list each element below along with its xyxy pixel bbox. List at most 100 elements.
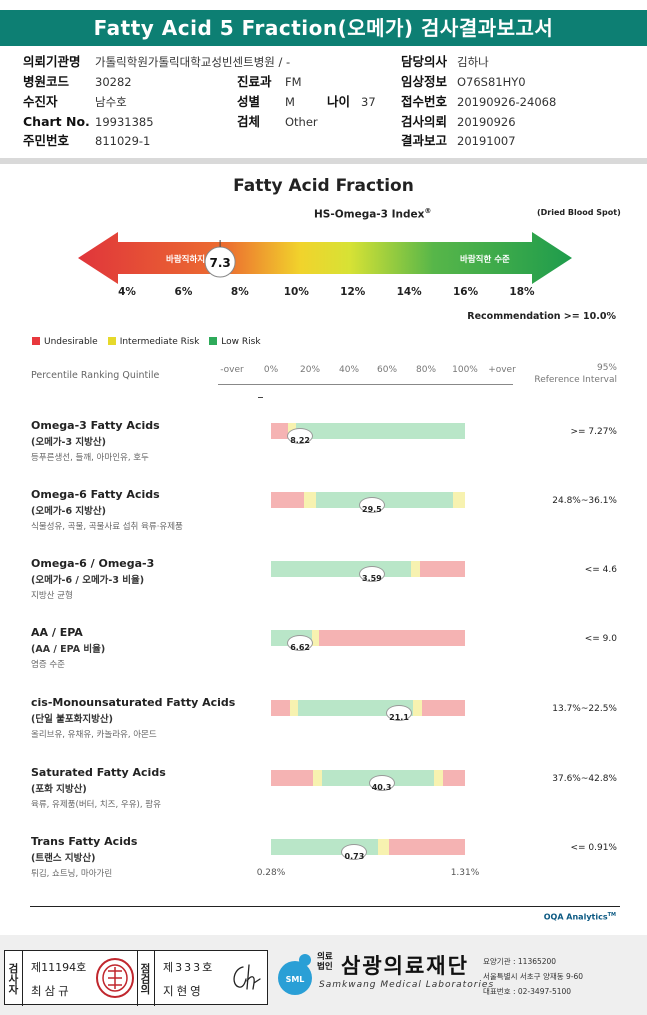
- specimen-value: Other: [285, 115, 318, 129]
- arrow-tick-label: 14%: [396, 286, 422, 298]
- patient-label: 수진자: [23, 94, 58, 109]
- item-name: Omega-6 Fatty Acids: [31, 488, 160, 501]
- range-segment-yellow: [290, 700, 299, 716]
- fatty-acid-item: Trans Fatty Acids (트랜스 지방산) 튀김, 쇼트닝, 마아가린 <…: [0, 835, 647, 895]
- value-marker: 29.5: [358, 497, 385, 514]
- legend-item: Low Risk: [209, 337, 261, 347]
- scale-point: 100%: [452, 365, 478, 375]
- item-description: 튀김, 쇼트닝, 마아가린: [31, 869, 113, 879]
- range-segment-yellow: [303, 492, 316, 508]
- specimen-label: 검체: [237, 114, 261, 129]
- item-name: Trans Fatty Acids: [31, 835, 138, 848]
- svg-text:SML: SML: [286, 975, 305, 984]
- doctor-value: 김하나: [457, 55, 489, 69]
- legend: Undesirable Intermediate Risk Low Risk: [32, 337, 261, 347]
- arrow-ticks: 4% 6% 8% 10% 12% 14% 16% 18%: [0, 286, 647, 300]
- hs-index-marker: 7.3: [204, 240, 236, 278]
- legend-label: Intermediate Risk: [119, 337, 200, 347]
- department-value: FM: [285, 75, 302, 89]
- chart-label: Chart No.: [23, 114, 90, 129]
- dash-mark: [258, 397, 263, 398]
- omega3-index-arrow: 바람직하지 않은 바람직한 수준 7.3: [78, 232, 572, 284]
- range-segment-yellow: [313, 770, 323, 786]
- request-date-label: 검사의뢰: [401, 114, 448, 129]
- request-date-value: 20190926: [457, 115, 516, 129]
- age-label: 나이: [327, 94, 351, 109]
- fatty-acid-item: cis-Monounsaturated Fatty Acids (단일 불포화지방…: [0, 696, 647, 756]
- reference-interval-header: 95% Reference Interval: [534, 363, 617, 385]
- legend-swatch: [209, 337, 218, 345]
- scale-point: 80%: [415, 365, 437, 375]
- scale-point: -over: [220, 365, 244, 375]
- item-subtitle: (오메가-6 / 오메가-3 비율): [31, 575, 145, 586]
- sml-logo-icon: SML: [278, 954, 312, 995]
- scale-header: Percentile Ranking Quintile -over 0% 20% 40…: [0, 362, 647, 392]
- value-marker: 40.3: [368, 775, 395, 792]
- item-reference-interval: >= 7.27%: [570, 427, 617, 437]
- reviewer-number: 제333호: [163, 961, 215, 974]
- item-subtitle: (오메가-3 지방산): [31, 437, 106, 448]
- sex-label: 성별: [237, 94, 261, 109]
- item-description: 등푸른생선, 들깨, 아마인유, 호두: [31, 453, 149, 463]
- patient-value: 남수호: [95, 95, 127, 109]
- fatty-acid-item: AA / EPA (AA / EPA 비율) 염증 수준 <= 9.0 6.62: [0, 626, 647, 686]
- arrow-tick-label: 18%: [509, 286, 535, 298]
- chart-value: 19931385: [95, 115, 154, 129]
- range-segment-green: [315, 492, 454, 508]
- sex-value: M: [285, 95, 295, 109]
- department-label: 진료과: [237, 74, 272, 89]
- range-bar: 29.5: [271, 492, 465, 514]
- range-segment-red: [443, 770, 465, 786]
- receipt-label: 접수번호: [401, 94, 448, 109]
- divider: [0, 158, 647, 164]
- item-name: Saturated Fatty Acids: [31, 766, 166, 779]
- doctor-label: 담당의사: [401, 54, 448, 69]
- range-segment-red: [271, 423, 289, 439]
- item-reference-interval: 24.8%~36.1%: [552, 496, 617, 506]
- clinical-value: O76S81HY0: [457, 75, 526, 89]
- item-description: 염증 수준: [31, 660, 65, 670]
- legend-swatch: [107, 337, 116, 345]
- examiner-label: 검사자: [5, 951, 23, 1006]
- scale-point: 40%: [338, 365, 360, 375]
- age-value: 37: [361, 95, 376, 109]
- arrow-right-label: 바람직한 수준: [460, 254, 510, 265]
- range-segment-red: [389, 839, 465, 855]
- lab-organization: SML 의료 법인 삼광의료재단 Samkwang Medical Labora…: [271, 948, 643, 1008]
- value-marker: 0.73: [341, 844, 368, 861]
- reviewer-name: 지현영: [163, 984, 204, 998]
- recommendation: Recommendation >= 10.0%: [467, 311, 616, 322]
- scale-point: 0%: [263, 365, 279, 375]
- range-segment-red: [319, 630, 465, 646]
- legend-item: Intermediate Risk: [107, 337, 200, 347]
- fatty-acid-item: Omega-3 Fatty Acids (오메가-3 지방산) 등푸른생선, 들깨,…: [0, 419, 647, 479]
- arrow-left-label: 바람직하지 않은: [166, 254, 224, 265]
- fatty-acid-item: Omega-6 Fatty Acids (오메가-6 지방산) 식물성유, 곡물, …: [0, 488, 647, 548]
- value-marker: 6.62: [287, 635, 314, 652]
- item-subtitle: (포화 지방산): [31, 784, 87, 795]
- organization-contact: 요양기관 : 11365200 서울특별시 서초구 양재동 9-60 대표번호 …: [483, 957, 584, 996]
- range-segment-yellow: [433, 770, 444, 786]
- organization-english-name: Samkwang Medical Laboratories: [319, 980, 495, 990]
- range-bar: 0.73: [271, 839, 465, 861]
- range-bar: 3.59: [271, 561, 465, 583]
- scale-line: [218, 384, 513, 385]
- item-name: Omega-6 / Omega-3: [31, 557, 155, 570]
- hospital-code-value: 30282: [95, 75, 132, 89]
- range-segment-green: [296, 423, 465, 439]
- range-segment-red: [420, 561, 465, 577]
- item-reference-interval: <= 0.91%: [570, 843, 617, 853]
- resident-value: 811029-1: [95, 134, 151, 148]
- scale-point: +over: [488, 365, 516, 375]
- institution-value: 가톨릭학원가톨릭대학교성빈센트병원 / -: [95, 55, 291, 69]
- range-bar: 6.62: [271, 630, 465, 652]
- report-date-value: 20191007: [457, 134, 516, 148]
- item-subtitle: (트랜스 지방산): [31, 853, 96, 864]
- item-description: 지방산 균형: [31, 591, 73, 601]
- scale-label: Percentile Ranking Quintile: [31, 370, 160, 381]
- dried-blood-spot-label: (Dried Blood Spot): [537, 208, 621, 217]
- examiner-number: 제11194호: [31, 961, 87, 974]
- axis-max: 1.31%: [450, 868, 480, 878]
- hs-index-label: HS-Omega-3 Index®: [314, 207, 432, 221]
